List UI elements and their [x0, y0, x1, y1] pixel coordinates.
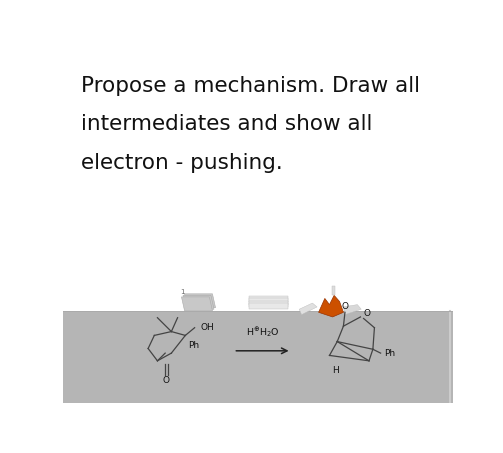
- Text: Ph: Ph: [384, 349, 395, 357]
- Polygon shape: [183, 295, 214, 309]
- Bar: [249, 303, 288, 309]
- Polygon shape: [318, 295, 344, 317]
- Text: Propose a mechanism. Draw all: Propose a mechanism. Draw all: [80, 76, 420, 96]
- Text: O: O: [162, 376, 170, 386]
- Bar: [332, 286, 335, 295]
- Text: OH: OH: [201, 323, 215, 332]
- Polygon shape: [344, 304, 361, 315]
- Bar: [63, 311, 453, 403]
- Text: 1: 1: [181, 289, 185, 295]
- Text: Ph: Ph: [189, 341, 200, 350]
- Bar: [249, 296, 288, 302]
- Polygon shape: [185, 294, 216, 308]
- Text: O: O: [363, 309, 370, 318]
- Bar: [249, 301, 288, 307]
- Text: electron - pushing.: electron - pushing.: [80, 153, 283, 173]
- Polygon shape: [299, 303, 317, 315]
- Text: O: O: [342, 302, 349, 311]
- Bar: [249, 299, 288, 304]
- Text: intermediates and show all: intermediates and show all: [80, 115, 372, 135]
- Polygon shape: [182, 297, 212, 311]
- Text: H: H: [332, 366, 339, 376]
- Text: H$^{\oplus}$H$_2$O: H$^{\oplus}$H$_2$O: [245, 326, 279, 340]
